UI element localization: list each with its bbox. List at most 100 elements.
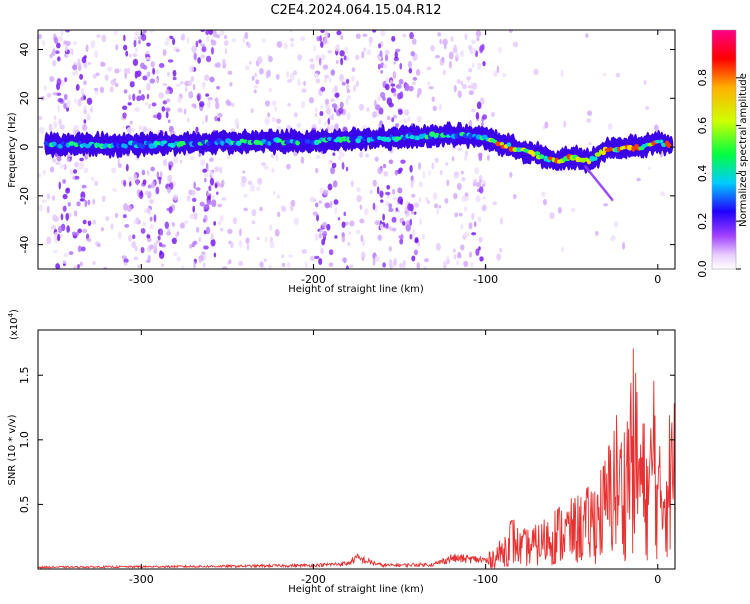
spectrogram-ridge-peak [592, 156, 598, 161]
spectrogram-cell [215, 101, 220, 110]
spectrogram-cell [477, 62, 482, 71]
spectrogram-cell [215, 34, 221, 39]
spectrogram-cell [191, 45, 197, 54]
spectrogram-cell [587, 110, 593, 116]
spectrogram-cell [167, 59, 174, 63]
spectrogram-cell [132, 93, 136, 102]
spectrogram-cell [251, 75, 255, 81]
spectrogram-cell [63, 93, 68, 101]
spectrogram-cell [140, 227, 146, 234]
spectrogram-cell [439, 38, 442, 45]
spectrogram-cell [67, 202, 71, 207]
spectrogram-cell [385, 200, 390, 207]
spectrogram-ridge-peak [161, 140, 168, 145]
spectrogram-cell [479, 256, 484, 262]
spectrogram-cell [428, 86, 434, 90]
spectrogram-cell [94, 180, 99, 186]
spectrogram-ridge-peak [285, 139, 292, 144]
spectrogram-cell [384, 83, 390, 91]
spectrogram-cell [131, 241, 137, 248]
spectrogram-cell [46, 236, 52, 245]
spectrogram-cell [171, 237, 177, 245]
spectrogram-cell [320, 41, 324, 48]
spectrogram-cell [432, 105, 437, 112]
spectrogram-cell [343, 46, 349, 54]
spectrogram-cell [289, 205, 294, 212]
spectrogram-cell [314, 255, 320, 260]
spectrogram-cell [383, 171, 389, 177]
spectrogram-cell [358, 103, 365, 111]
spectrogram-cell [321, 238, 326, 246]
spectrogram-cell [180, 81, 184, 85]
spectrogram-cell [225, 99, 230, 106]
spectrogram-cell [211, 46, 214, 55]
spectrogram-cell [202, 262, 206, 268]
spectrogram-cell [187, 80, 192, 87]
spectrogram-cell [46, 205, 50, 214]
spectrogram-cell [613, 221, 619, 228]
spectrogram-cell [81, 184, 87, 189]
spectrogram-cell [203, 245, 209, 250]
spectrogram-cell [216, 191, 219, 196]
spectrogram-cell [128, 176, 133, 183]
spectrogram-cell [334, 206, 338, 215]
spectrogram-cell [455, 52, 459, 58]
spectrogram-cell [313, 45, 317, 52]
spectrogram-cell [113, 30, 118, 35]
spectrogram-cell [210, 238, 216, 247]
spectrogram-cell [314, 202, 319, 208]
spectrogram-ridge-peak [366, 137, 371, 143]
spectrogram-cell [80, 246, 86, 252]
spectrogram-cell [105, 216, 110, 222]
spectrogram-cell [249, 184, 256, 192]
spectrogram-cell [131, 128, 135, 132]
spectrogram-cell [66, 157, 71, 162]
spectrogram-cell [372, 179, 377, 187]
spectrogram-cell [227, 70, 233, 75]
spectrogram-cell [430, 44, 435, 52]
spectrogram-ridge-peak [295, 140, 300, 146]
spectrogram-cell [350, 180, 354, 188]
spectrogram-cell [166, 231, 172, 236]
spectrogram-cell [400, 233, 404, 240]
spectrogram-cell [461, 195, 467, 202]
spectrogram-cell [154, 69, 160, 75]
spectrogram-cell [267, 112, 271, 118]
spectrogram-cell [217, 203, 223, 208]
spectrogram-cell [328, 262, 334, 267]
spectrogram-cell [83, 119, 87, 124]
spectrogram-cell [123, 89, 128, 94]
spectrogram-cell [247, 42, 252, 49]
spectrogram-ridge-peak [608, 146, 613, 151]
spectrogram-cell [146, 71, 151, 78]
spectrogram-cell [142, 30, 147, 34]
spectrogram-cell [39, 126, 45, 134]
spectrogram-cell [286, 79, 292, 83]
spectrogram-cell [454, 175, 458, 180]
spectrogram-ridge-peak [385, 136, 392, 143]
spectrogram-cell [359, 204, 363, 210]
spectrogram-cell [402, 33, 407, 38]
spectrogram-cell [71, 231, 77, 236]
spectrogram-cell [115, 44, 119, 51]
spectrogram-cell [51, 225, 57, 230]
spectrogram-cell [398, 78, 404, 85]
spectrogram-cell [193, 212, 198, 220]
spectrogram-cell [51, 51, 56, 56]
spectrogram-cell [319, 229, 324, 234]
snr-xtick-label: -200 [301, 573, 326, 586]
spectrogram-cell [318, 57, 322, 66]
spectrogram-cell [281, 206, 287, 212]
spectrogram-cell [561, 246, 565, 253]
spectrogram-cell [432, 192, 438, 201]
spectrogram-cell [158, 63, 165, 69]
snr-xtick-label: -100 [473, 573, 498, 586]
spectrogram-cell [76, 61, 82, 68]
spectrogram-cell [452, 248, 456, 253]
spectrogram-cell [323, 78, 328, 83]
spectrogram-cell [380, 199, 384, 203]
svg-text:(x104): (x104) [7, 309, 20, 340]
spectrogram-cell [407, 116, 411, 122]
spectrogram-cell [123, 67, 129, 75]
spectrogram-cell [72, 71, 76, 76]
